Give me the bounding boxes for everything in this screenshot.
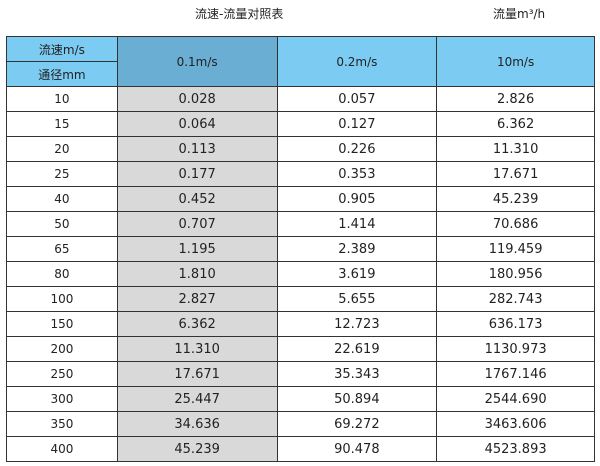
flow-cell: 3.619 bbox=[276, 261, 438, 287]
flow-cell: 282.743 bbox=[436, 286, 595, 312]
table-row: 20 0.113 0.226 11.310 bbox=[6, 136, 595, 162]
table-row: 100 2.827 5.655 282.743 bbox=[6, 286, 595, 312]
table-row: 350 34.636 69.272 3463.606 bbox=[6, 411, 595, 437]
flow-cell: 2.826 bbox=[436, 86, 595, 112]
table-row: 80 1.810 3.619 180.956 bbox=[6, 261, 595, 287]
flow-cell: 4523.893 bbox=[436, 436, 595, 462]
flow-cell: 35.343 bbox=[276, 361, 438, 387]
flow-cell: 11.310 bbox=[436, 136, 595, 162]
flow-cell: 636.173 bbox=[436, 311, 595, 337]
diameter-cell: 300 bbox=[6, 386, 118, 412]
table-row: 25 0.177 0.353 17.671 bbox=[6, 161, 595, 187]
header-col-0.1: 0.1m/s bbox=[116, 36, 278, 87]
diameter-cell: 250 bbox=[6, 361, 118, 387]
flow-cell: 0.707 bbox=[116, 211, 278, 237]
table-row: 10 0.028 0.057 2.826 bbox=[6, 86, 595, 112]
flow-cell: 12.723 bbox=[276, 311, 438, 337]
flow-cell: 0.113 bbox=[116, 136, 278, 162]
flow-cell: 0.226 bbox=[276, 136, 438, 162]
flow-cell: 90.478 bbox=[276, 436, 438, 462]
diameter-cell: 400 bbox=[6, 436, 118, 462]
diameter-cell: 40 bbox=[6, 186, 118, 212]
table-row: 300 25.447 50.894 2544.690 bbox=[6, 386, 595, 412]
flow-cell: 70.686 bbox=[436, 211, 595, 237]
table-row: 200 11.310 22.619 1130.973 bbox=[6, 336, 595, 362]
flow-cell: 0.452 bbox=[116, 186, 278, 212]
header-col-10: 10m/s bbox=[436, 36, 595, 87]
diameter-cell: 25 bbox=[6, 161, 118, 187]
flow-cell: 45.239 bbox=[116, 436, 278, 462]
flow-cell: 17.671 bbox=[436, 161, 595, 187]
diameter-cell: 10 bbox=[6, 86, 118, 112]
flow-cell: 180.956 bbox=[436, 261, 595, 287]
flow-cell: 1.810 bbox=[116, 261, 278, 287]
flow-cell: 0.353 bbox=[276, 161, 438, 187]
flow-cell: 2.827 bbox=[116, 286, 278, 312]
flow-cell: 2.389 bbox=[276, 236, 438, 262]
diameter-cell: 80 bbox=[6, 261, 118, 287]
flow-cell: 45.239 bbox=[436, 186, 595, 212]
flow-cell: 0.028 bbox=[116, 86, 278, 112]
flow-rate-table: 流速m/s 0.1m/s 0.2m/s 10m/s 通径mm 10 0.028 0.… bbox=[6, 36, 595, 462]
table-row: 65 1.195 2.389 119.459 bbox=[6, 236, 595, 262]
flow-cell: 69.272 bbox=[276, 411, 438, 437]
table-row: 250 17.671 35.343 1767.146 bbox=[6, 361, 595, 387]
flow-cell: 6.362 bbox=[436, 111, 595, 137]
flow-cell: 0.177 bbox=[116, 161, 278, 187]
flow-cell: 17.671 bbox=[116, 361, 278, 387]
flow-cell: 1130.973 bbox=[436, 336, 595, 362]
diameter-cell: 350 bbox=[6, 411, 118, 437]
header-col-0.2: 0.2m/s bbox=[276, 36, 438, 87]
flow-cell: 0.127 bbox=[276, 111, 438, 137]
flow-cell: 119.459 bbox=[436, 236, 595, 262]
header-speed-label: 流速m/s bbox=[6, 36, 118, 62]
diameter-cell: 65 bbox=[6, 236, 118, 262]
diameter-cell: 100 bbox=[6, 286, 118, 312]
flow-cell: 0.064 bbox=[116, 111, 278, 137]
flow-cell: 11.310 bbox=[116, 336, 278, 362]
table-row: 400 45.239 90.478 4523.893 bbox=[6, 436, 595, 462]
flow-cell: 25.447 bbox=[116, 386, 278, 412]
flow-cell: 3463.606 bbox=[436, 411, 595, 437]
flow-cell: 22.619 bbox=[276, 336, 438, 362]
flow-cell: 0.057 bbox=[276, 86, 438, 112]
flow-cell: 6.362 bbox=[116, 311, 278, 337]
diameter-cell: 20 bbox=[6, 136, 118, 162]
diameter-cell: 200 bbox=[6, 336, 118, 362]
table-row: 50 0.707 1.414 70.686 bbox=[6, 211, 595, 237]
flow-cell: 5.655 bbox=[276, 286, 438, 312]
flow-cell: 50.894 bbox=[276, 386, 438, 412]
diameter-cell: 50 bbox=[6, 211, 118, 237]
header-diameter-label: 通径mm bbox=[6, 61, 118, 87]
flow-cell: 34.636 bbox=[116, 411, 278, 437]
flow-cell: 1.195 bbox=[116, 236, 278, 262]
diameter-cell: 15 bbox=[6, 111, 118, 137]
table-row: 15 0.064 0.127 6.362 bbox=[6, 111, 595, 137]
flow-cell: 2544.690 bbox=[436, 386, 595, 412]
unit-label: 流量m³/h bbox=[493, 7, 546, 21]
table-row: 150 6.362 12.723 636.173 bbox=[6, 311, 595, 337]
flow-cell: 1.414 bbox=[276, 211, 438, 237]
flow-cell: 1767.146 bbox=[436, 361, 595, 387]
diameter-cell: 150 bbox=[6, 311, 118, 337]
table-title: 流速-流量对照表 bbox=[195, 7, 284, 21]
flow-cell: 0.905 bbox=[276, 186, 438, 212]
table-row: 40 0.452 0.905 45.239 bbox=[6, 186, 595, 212]
